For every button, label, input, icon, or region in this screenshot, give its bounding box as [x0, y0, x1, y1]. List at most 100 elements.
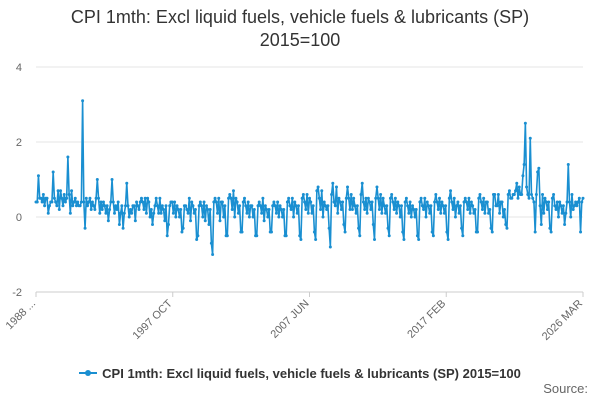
- data-point: [559, 204, 563, 208]
- data-point: [238, 204, 242, 208]
- data-point: [435, 200, 439, 204]
- data-point: [570, 193, 574, 196]
- data-point: [180, 230, 184, 234]
- data-point: [382, 204, 386, 208]
- data-point: [293, 200, 297, 204]
- data-point: [390, 193, 394, 196]
- data-point: [103, 204, 107, 208]
- data-point: [464, 200, 468, 204]
- data-point: [436, 208, 440, 211]
- data-point: [404, 196, 408, 200]
- data-point: [554, 208, 558, 211]
- data-point: [542, 211, 546, 215]
- data-point: [555, 200, 559, 204]
- data-point: [525, 185, 529, 189]
- legend-swatch: [79, 368, 98, 378]
- data-point: [506, 193, 510, 196]
- data-point: [328, 245, 332, 249]
- data-point: [563, 223, 567, 226]
- data-point: [46, 211, 50, 215]
- data-point: [95, 178, 99, 181]
- data-point: [561, 204, 565, 208]
- data-point: [35, 200, 39, 204]
- x-tick-label: 2017 FEB: [405, 298, 448, 341]
- data-point: [483, 211, 487, 215]
- data-point: [330, 193, 334, 196]
- data-point: [439, 211, 443, 215]
- legend[interactable]: CPI 1mth: Excl liquid fuels, vehicle fue…: [0, 362, 600, 384]
- data-point: [71, 204, 75, 208]
- data-point: [222, 215, 226, 219]
- x-tick-label: 1997 OCT: [131, 297, 176, 342]
- data-point: [137, 208, 141, 211]
- data-point: [108, 208, 112, 211]
- data-point: [369, 208, 373, 211]
- data-point: [65, 196, 69, 200]
- data-point: [434, 193, 438, 196]
- data-point: [569, 215, 573, 219]
- data-point: [385, 204, 389, 208]
- data-point: [130, 211, 134, 215]
- data-point: [138, 200, 142, 204]
- data-point: [445, 230, 449, 234]
- data-point: [487, 211, 491, 215]
- data-point: [63, 200, 67, 204]
- data-point: [225, 234, 229, 238]
- data-point: [430, 230, 434, 234]
- data-point: [55, 204, 59, 208]
- data-point: [60, 196, 64, 200]
- data-point: [92, 204, 96, 208]
- data-point: [387, 234, 391, 238]
- data-point: [86, 204, 90, 208]
- data-point: [162, 208, 166, 211]
- data-point: [36, 174, 40, 178]
- data-point: [178, 215, 181, 219]
- data-point: [187, 196, 191, 200]
- data-point: [415, 234, 419, 238]
- data-point: [456, 200, 460, 204]
- data-point: [240, 230, 244, 234]
- data-point: [316, 185, 320, 189]
- data-point: [550, 196, 554, 200]
- data-point: [81, 99, 85, 103]
- data-point: [467, 196, 471, 200]
- data-point: [101, 200, 105, 204]
- data-point: [184, 204, 188, 208]
- data-point: [284, 234, 288, 238]
- data-point: [516, 196, 520, 200]
- data-point: [529, 193, 533, 196]
- x-tick-label: 2026 MAR: [540, 298, 585, 343]
- data-point: [533, 230, 537, 234]
- data-point: [352, 196, 356, 200]
- data-point: [556, 215, 560, 219]
- data-point: [392, 208, 396, 211]
- data-point: [78, 204, 82, 208]
- data-point: [84, 196, 88, 200]
- data-point: [153, 204, 157, 208]
- data-point: [495, 204, 499, 208]
- data-point: [311, 204, 315, 208]
- data-point: [141, 200, 145, 204]
- data-point: [399, 204, 403, 208]
- data-point: [512, 193, 516, 196]
- data-point: [208, 208, 212, 211]
- data-point: [523, 121, 527, 125]
- data-point: [158, 196, 162, 200]
- data-point: [391, 200, 395, 204]
- data-point: [263, 204, 267, 208]
- data-point: [47, 204, 51, 208]
- data-point: [211, 253, 215, 256]
- data-point: [341, 200, 345, 204]
- data-point: [538, 204, 542, 208]
- data-point: [478, 193, 482, 196]
- data-point: [39, 196, 43, 200]
- data-point: [355, 204, 359, 208]
- data-point: [532, 200, 536, 204]
- data-point: [305, 193, 309, 196]
- data-point: [364, 196, 368, 200]
- data-point: [250, 204, 254, 208]
- data-point: [350, 208, 354, 211]
- data-point: [479, 200, 483, 204]
- data-point: [191, 204, 195, 208]
- data-point: [124, 204, 128, 208]
